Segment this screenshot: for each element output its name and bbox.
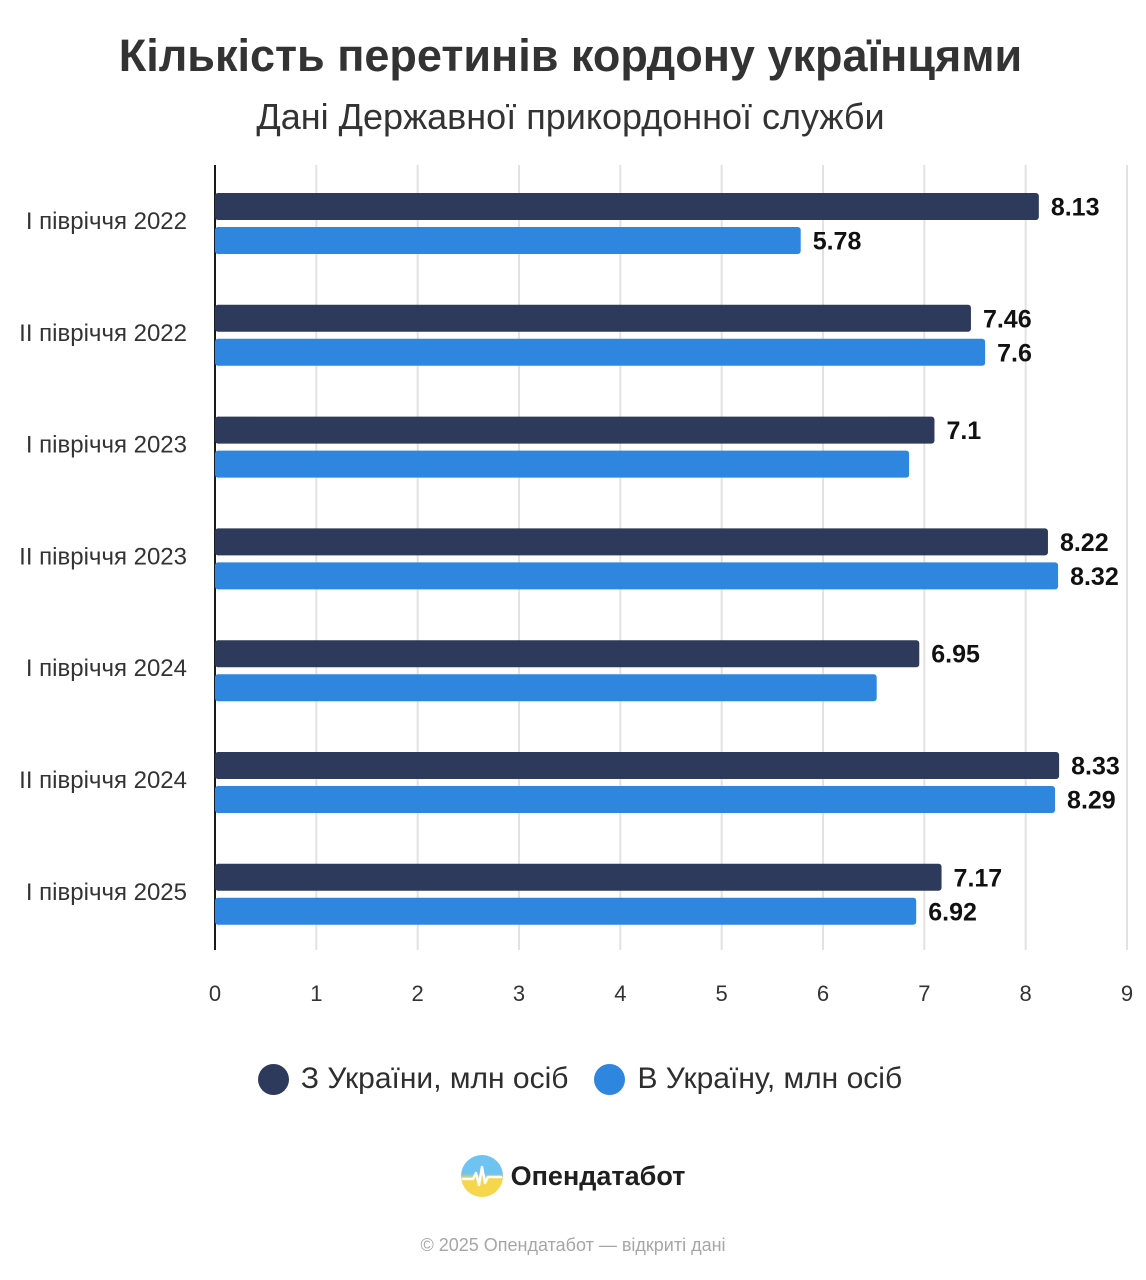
legend-swatch-inbound: [594, 1063, 626, 1095]
category-label: II півріччя 2023: [19, 543, 187, 570]
data-label-inbound: 6.92: [928, 898, 977, 926]
bar-inbound: [215, 786, 1056, 813]
data-label-outbound: 8.22: [1060, 529, 1109, 557]
x-tick-label: 2: [412, 981, 424, 1006]
category-label: II півріччя 2022: [19, 320, 187, 347]
bar-inbound: [215, 674, 877, 702]
data-label-inbound: 8.29: [1067, 787, 1116, 815]
data-label-outbound: 8.33: [1071, 753, 1120, 781]
category-label: I півріччя 2024: [26, 655, 187, 682]
data-label-outbound: 8.13: [1051, 194, 1100, 222]
bar-outbound: [215, 752, 1060, 779]
data-label-outbound: 7.46: [983, 305, 1032, 333]
chart-title: Кількість перетинів кордону українцями: [118, 30, 1023, 81]
opendatabot-logo-icon: [460, 1155, 503, 1197]
bar-inbound: [215, 227, 801, 254]
data-label-outbound: 7.17: [954, 864, 1003, 892]
x-tick-label: 5: [716, 981, 728, 1006]
x-tick-label: 4: [614, 981, 626, 1006]
bar-inbound: [215, 338, 986, 366]
data-label-inbound: 5.78: [813, 228, 862, 256]
category-label: I півріччя 2025: [26, 879, 187, 906]
bar-inbound: [215, 562, 1059, 590]
legend-item-outbound: З України, млн осіб: [257, 1062, 569, 1096]
bar-inbound: [215, 450, 910, 478]
bar-inbound: [215, 897, 917, 925]
bar-outbound: [215, 193, 1039, 220]
x-tick-label: 6: [817, 981, 829, 1006]
bar-outbound: [215, 528, 1048, 556]
data-label-inbound: 7.6: [997, 339, 1032, 367]
legend-label-outbound: З України, млн осіб: [300, 1062, 569, 1095]
x-tick-label: 3: [513, 981, 525, 1006]
bar-outbound: [215, 640, 920, 668]
x-tick-label: 9: [1121, 981, 1133, 1006]
data-label-outbound: 7.1: [946, 417, 981, 445]
brand-logo: Опендатабот: [0, 1155, 1146, 1197]
x-tick-label: 1: [310, 981, 322, 1006]
category-label: II півріччя 2024: [19, 767, 187, 794]
bar-chart: 0 1 2 3 4 5 6 7 8 9 I півріччя 2022 8.13 5.78 II півр…: [19, 165, 1133, 1006]
x-tick-label: 7: [918, 981, 930, 1006]
bar-outbound: [215, 304, 971, 332]
legend-label-inbound: В Україну, млн осіб: [637, 1062, 903, 1095]
chart-legend: З України, млн осіб В Україну, млн осіб: [0, 1062, 1146, 1096]
brand-name: Опендатабот: [510, 1160, 686, 1191]
x-tick-label: 8: [1020, 981, 1032, 1006]
data-label-outbound: 6.95: [931, 641, 980, 669]
footer-copyright: © 2025 Опендатабот — відкриті дані: [420, 1235, 726, 1255]
category-label: I півріччя 2022: [26, 208, 187, 235]
legend-swatch-outbound: [257, 1063, 289, 1095]
data-label-inbound: 8.32: [1070, 563, 1119, 591]
x-tick-label: 0: [209, 981, 221, 1006]
category-label: I півріччя 2023: [26, 432, 187, 459]
bar-outbound: [215, 416, 935, 444]
bar-outbound: [215, 863, 942, 891]
legend-item-inbound: В Україну, млн осіб: [594, 1062, 902, 1096]
chart-subtitle: Дані Державної прикордонної служби: [256, 96, 885, 137]
